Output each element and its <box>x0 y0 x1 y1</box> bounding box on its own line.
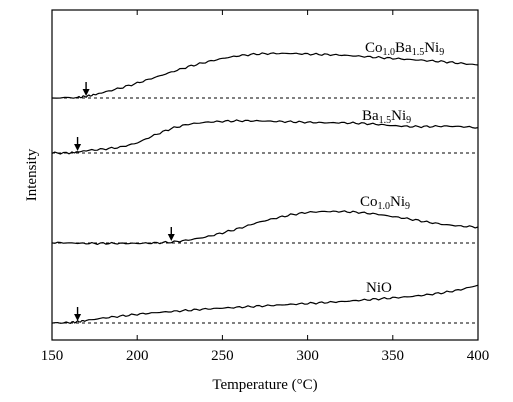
series-line <box>51 52 479 99</box>
onset-arrows <box>74 82 175 321</box>
series-line <box>51 210 479 245</box>
series-label: NiO <box>366 280 392 296</box>
series-labels: Co1.0Ba1.5Ni9 Ba1.5Ni9 Co1.0Ni9 NiO <box>360 40 444 296</box>
series-label: Co1.0Ba1.5Ni9 <box>365 40 444 58</box>
x-axis-ticks <box>51 10 479 340</box>
series-lines <box>51 52 479 324</box>
series-line <box>51 284 479 324</box>
x-tick-label: 250 <box>211 348 234 364</box>
x-tick-label: 200 <box>126 348 149 364</box>
series-baselines <box>52 97 478 324</box>
x-axis-tick-labels: 150 200 250 300 350 400 <box>41 348 490 364</box>
onset-arrow <box>74 137 82 151</box>
plot-frame <box>51 9 479 341</box>
x-tick-label: 350 <box>382 348 405 364</box>
x-tick-label: 400 <box>467 348 490 364</box>
onset-arrow <box>74 307 82 321</box>
series-label: Ba1.5Ni9 <box>362 108 411 126</box>
series-label: Co1.0Ni9 <box>360 194 410 212</box>
onset-arrow <box>82 82 90 96</box>
y-axis-title: Intensity <box>24 148 40 201</box>
onset-arrow <box>167 227 175 241</box>
x-tick-label: 150 <box>41 348 64 364</box>
x-tick-label: 300 <box>296 348 319 364</box>
x-axis-title: Temperature (°C) <box>212 377 317 393</box>
series-line <box>51 119 479 155</box>
